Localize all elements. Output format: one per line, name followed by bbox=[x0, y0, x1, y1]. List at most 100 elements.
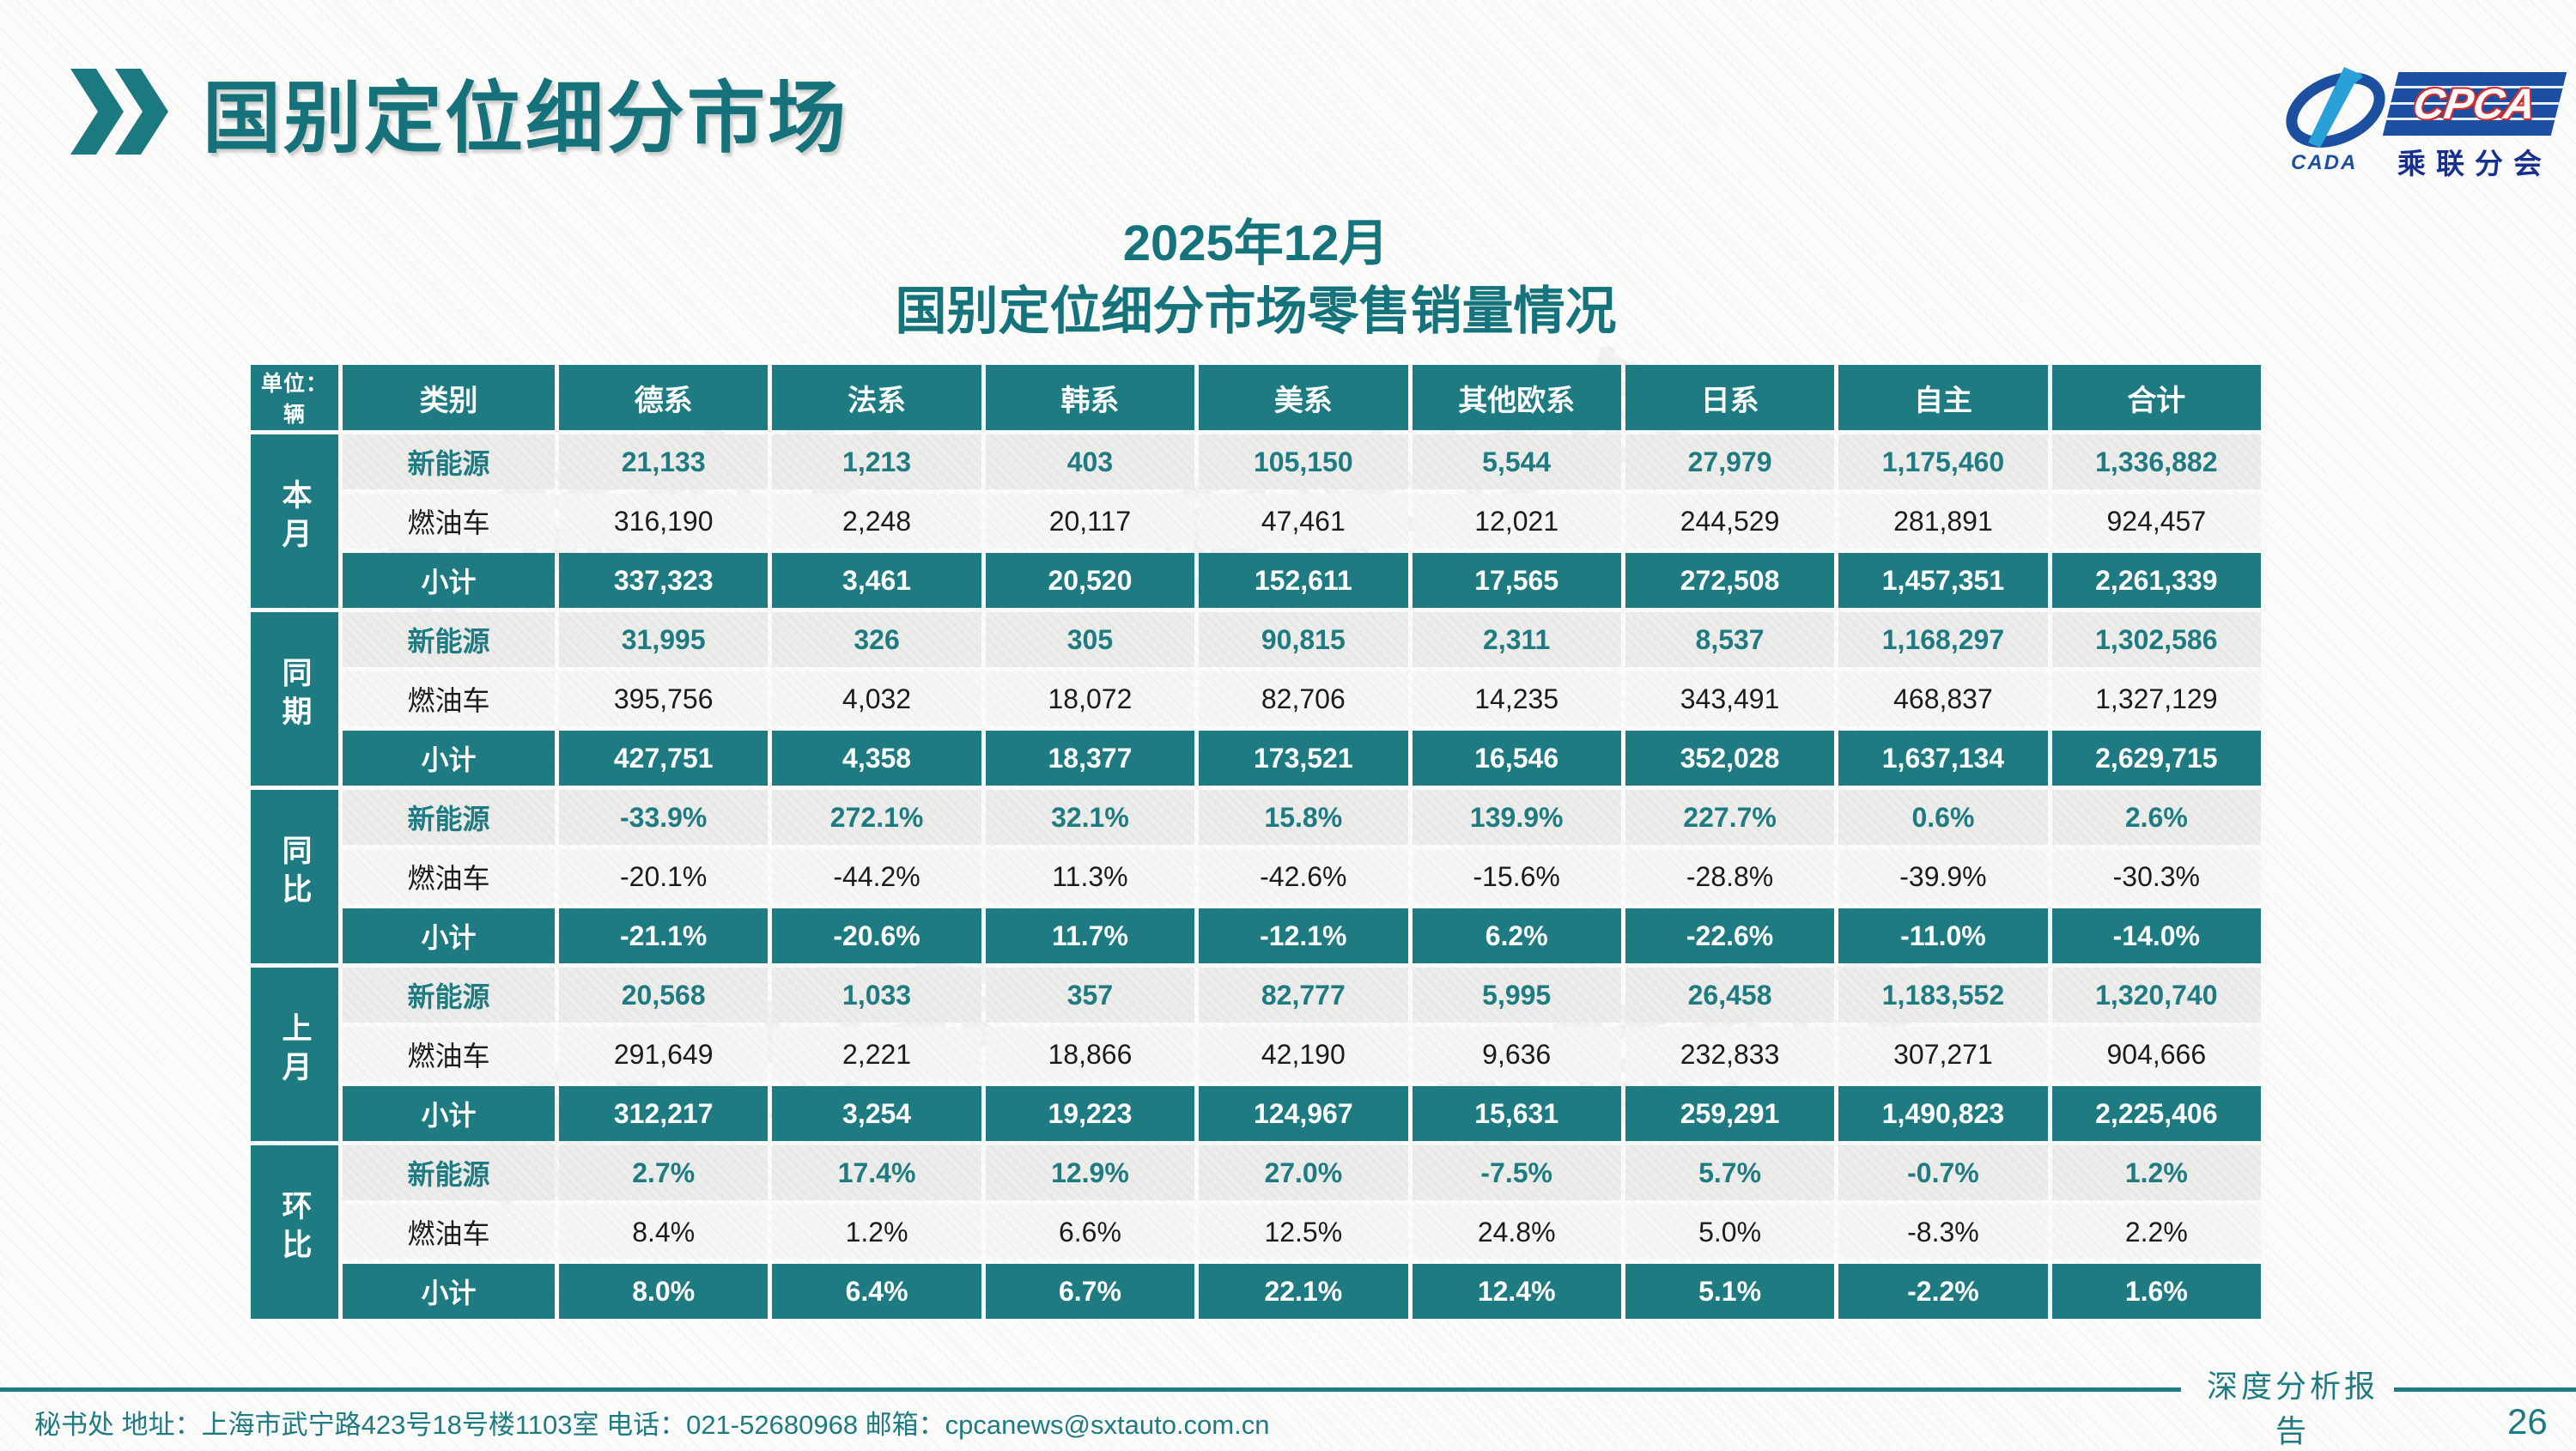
title-bar: 国别定位细分市场 bbox=[70, 55, 848, 168]
row-category-label: 新能源 bbox=[343, 612, 555, 667]
value-cell: 343,491 bbox=[1625, 671, 1835, 726]
row-category-label: 新能源 bbox=[343, 968, 555, 1023]
value-cell: 2,221 bbox=[772, 1027, 981, 1082]
value-cell: 2,629,715 bbox=[2051, 731, 2261, 786]
row-category-label: 小计 bbox=[343, 731, 555, 786]
row-category-label: 燃油车 bbox=[343, 849, 555, 904]
value-cell: 8,537 bbox=[1625, 612, 1835, 667]
table-row: 环比 新能源 2.7% 17.4% 12.9% 27.0% -7.5% 5.7% -0.7% 1.… bbox=[251, 1145, 2261, 1319]
column-header: 法系 bbox=[772, 365, 981, 430]
value-cell: 1,175,460 bbox=[1838, 434, 2048, 489]
table-row: 同期 新能源 31,995 326 305 90,815 2,311 8,537 1,168,2… bbox=[251, 612, 2261, 786]
value-cell: 12,021 bbox=[1412, 494, 1621, 549]
value-cell: 6.4% bbox=[772, 1264, 981, 1319]
table-row: 上月 新能源 20,568 1,033 357 82,777 5,995 26,458 1,18… bbox=[251, 968, 2261, 1141]
table-row: 燃油车 291,649 2,221 18,866 42,190 9,636 232,833 3… bbox=[251, 1027, 2261, 1082]
value-cell: 305 bbox=[985, 612, 1195, 667]
value-cell: 31,995 bbox=[559, 612, 769, 667]
value-cell: 1.2% bbox=[772, 1205, 981, 1260]
value-cell: 312,217 bbox=[559, 1086, 769, 1141]
value-cell: 259,291 bbox=[1625, 1086, 1835, 1141]
value-cell: 105,150 bbox=[1199, 434, 1408, 489]
report-type-label: 深度分析报告 bbox=[2206, 1369, 2379, 1448]
cpca-flag: CPCA bbox=[2382, 72, 2567, 136]
value-cell: 90,815 bbox=[1199, 612, 1408, 667]
value-cell: 1,302,586 bbox=[2051, 612, 2261, 667]
cpca-branch-label: 乘联分会 bbox=[2397, 148, 2552, 179]
row-category-label: 新能源 bbox=[343, 434, 555, 489]
value-cell: 2,261,339 bbox=[2051, 553, 2261, 608]
value-cell: 8.4% bbox=[559, 1205, 769, 1260]
row-category-label: 燃油车 bbox=[343, 494, 555, 549]
value-cell: 1,168,297 bbox=[1838, 612, 2048, 667]
value-cell: 152,611 bbox=[1199, 553, 1408, 608]
value-cell: 18,377 bbox=[985, 731, 1195, 786]
value-cell: 9,636 bbox=[1412, 1027, 1621, 1082]
footer-divider-right bbox=[2394, 1387, 2576, 1392]
value-cell: 3,254 bbox=[772, 1086, 981, 1141]
value-cell: 82,706 bbox=[1199, 671, 1408, 726]
table-row: 本月 新能源 21,133 1,213 403 105,150 5,544 27,979 1,1… bbox=[251, 434, 2261, 608]
value-cell: -2.2% bbox=[1838, 1264, 2048, 1319]
column-header: 类别 bbox=[343, 365, 555, 430]
value-cell: 19,223 bbox=[985, 1086, 1195, 1141]
footer-divider-left bbox=[0, 1387, 2181, 1392]
value-cell: 307,271 bbox=[1838, 1027, 2048, 1082]
value-cell: -20.1% bbox=[559, 849, 769, 904]
table-title-line2: 国别定位细分市场零售销量情况 bbox=[895, 282, 1617, 340]
value-cell: 2.7% bbox=[559, 1145, 769, 1200]
value-cell: 12.9% bbox=[985, 1145, 1195, 1200]
value-cell: 244,529 bbox=[1625, 494, 1835, 549]
value-cell: 6.6% bbox=[985, 1205, 1195, 1260]
table-row: 同比 新能源 -33.9% 272.1% 32.1% 15.8% 139.9% 227.7% 0… bbox=[251, 790, 2261, 963]
value-cell: -39.9% bbox=[1838, 849, 2048, 904]
value-cell: 395,756 bbox=[559, 671, 769, 726]
value-cell: 124,967 bbox=[1199, 1086, 1408, 1141]
value-cell: 1,320,740 bbox=[2051, 968, 2261, 1023]
row-group-label: 环比 bbox=[251, 1145, 338, 1319]
value-cell: 20,117 bbox=[985, 494, 1195, 549]
value-cell: 2.2% bbox=[2051, 1205, 2261, 1260]
row-category-label: 燃油车 bbox=[343, 1027, 555, 1082]
table-row: 燃油车 316,190 2,248 20,117 47,461 12,021 244,529… bbox=[251, 494, 2261, 549]
table-title-line1: 2025年12月 bbox=[1122, 216, 1389, 271]
value-cell: -44.2% bbox=[772, 849, 981, 904]
page-number: 26 bbox=[2507, 1401, 2548, 1442]
column-header: 韩系 bbox=[985, 365, 1195, 430]
value-cell: 357 bbox=[985, 968, 1195, 1023]
value-cell: 403 bbox=[985, 434, 1195, 489]
row-category-label: 燃油车 bbox=[343, 671, 555, 726]
table-row: 燃油车 8.4% 1.2% 6.6% 12.5% 24.8% 5.0% -8.3% 2.2% bbox=[251, 1205, 2261, 1260]
value-cell: 20,568 bbox=[559, 968, 769, 1023]
value-cell: 2,248 bbox=[772, 494, 981, 549]
value-cell: 27.0% bbox=[1199, 1145, 1408, 1200]
value-cell: -15.6% bbox=[1412, 849, 1621, 904]
value-cell: 427,751 bbox=[559, 731, 769, 786]
row-group-label: 同比 bbox=[251, 790, 338, 963]
value-cell: 11.7% bbox=[985, 908, 1195, 963]
cada-emblem-icon: CADA bbox=[2284, 65, 2385, 175]
value-cell: 232,833 bbox=[1625, 1027, 1835, 1082]
value-cell: 17,565 bbox=[1412, 553, 1621, 608]
value-cell: -7.5% bbox=[1412, 1145, 1621, 1200]
value-cell: 22.1% bbox=[1199, 1264, 1408, 1319]
value-cell: 2,225,406 bbox=[2051, 1086, 2261, 1141]
value-cell: -21.1% bbox=[559, 908, 769, 963]
value-cell: 1.2% bbox=[2051, 1145, 2261, 1200]
value-cell: 4,358 bbox=[772, 731, 981, 786]
column-header: 美系 bbox=[1199, 365, 1408, 430]
value-cell: 2,311 bbox=[1412, 612, 1621, 667]
column-header: 日系 bbox=[1625, 365, 1835, 430]
row-group-label: 本月 bbox=[251, 434, 338, 608]
value-cell: 1,183,552 bbox=[1838, 968, 2048, 1023]
value-cell: 16,546 bbox=[1412, 731, 1621, 786]
row-category-label: 小计 bbox=[343, 1264, 555, 1319]
value-cell: 2.6% bbox=[2051, 790, 2261, 845]
value-cell: 15,631 bbox=[1412, 1086, 1621, 1141]
value-cell: -11.0% bbox=[1838, 908, 2048, 963]
row-category-label: 燃油车 bbox=[343, 1205, 555, 1260]
value-cell: -22.6% bbox=[1625, 908, 1835, 963]
value-cell: 5,544 bbox=[1412, 434, 1621, 489]
value-cell: 6.2% bbox=[1412, 908, 1621, 963]
table-title: 2025年12月 国别定位细分市场零售销量情况 bbox=[246, 211, 2265, 345]
